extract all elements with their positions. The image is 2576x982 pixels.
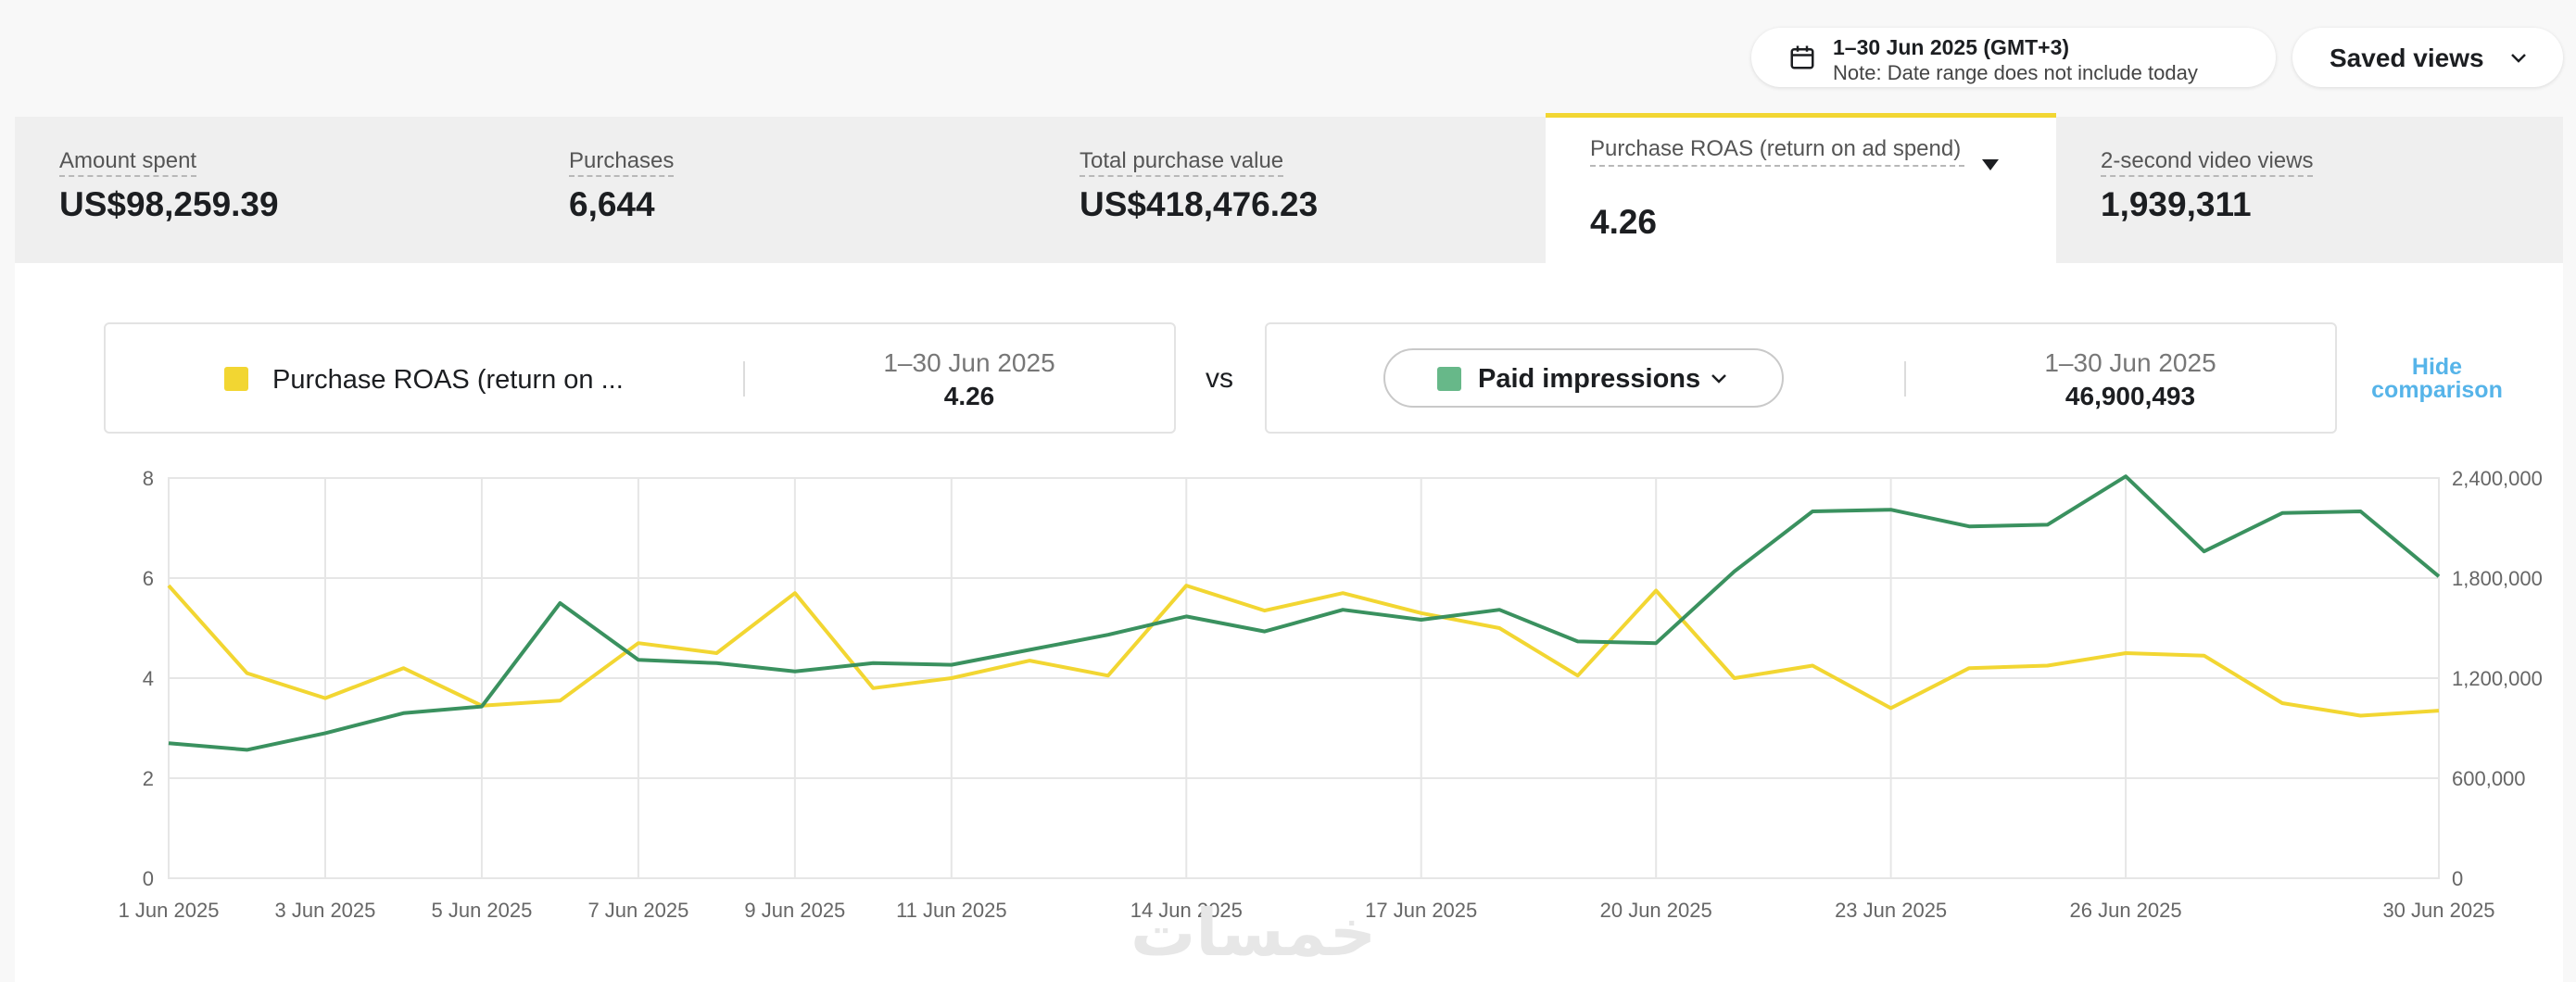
x-tick-label: 7 Jun 2025 bbox=[587, 899, 688, 922]
comparison-right-range: 1–30 Jun 2025 bbox=[2044, 348, 2216, 377]
comparison-metric-dropdown[interactable]: Paid impressions bbox=[1383, 348, 1784, 408]
metric-2-second-video-views[interactable]: 2-second video views 1,939,311 bbox=[2056, 117, 2563, 263]
saved-views-label: Saved views bbox=[2330, 44, 2484, 72]
metric-label: Amount spent bbox=[59, 148, 197, 177]
date-range-note: Note: Date range does not include today bbox=[1833, 61, 2198, 84]
series-swatch-impressions bbox=[1437, 367, 1461, 391]
y-left-tick-label: 2 bbox=[143, 767, 154, 790]
comparison-left-range: 1–30 Jun 2025 bbox=[883, 348, 1055, 377]
x-tick-label: 23 Jun 2025 bbox=[1835, 899, 1947, 922]
hide-comparison-line2: comparison bbox=[2371, 377, 2503, 403]
caret-down-icon[interactable] bbox=[1981, 158, 2000, 171]
metric-value: 6,644 bbox=[569, 185, 655, 223]
watermark: خمسات bbox=[1130, 897, 1377, 969]
metric-label: Total purchase value bbox=[1080, 148, 1284, 177]
chevron-down-icon bbox=[2511, 54, 2526, 63]
chevron-down-icon bbox=[1711, 374, 1726, 384]
y-left-tick-label: 6 bbox=[143, 567, 154, 590]
metric-label: Purchases bbox=[569, 148, 675, 177]
comparison-left-card: Purchase ROAS (return on ... 1–30 Jun 20… bbox=[104, 322, 1176, 434]
y-right-tick-label: 1,200,000 bbox=[2452, 667, 2543, 690]
y-left-tick-label: 0 bbox=[143, 867, 154, 890]
metric-value: US$98,259.39 bbox=[59, 185, 279, 223]
metric-label: Purchase ROAS (return on ad spend) bbox=[1590, 134, 1964, 167]
series-line-purchase-roas bbox=[167, 584, 2440, 718]
comparison-right-card: Paid impressions 1–30 Jun 2025 46,900,49… bbox=[1265, 322, 2337, 434]
comparison-right-metric-name: Paid impressions bbox=[1478, 364, 1701, 394]
x-tick-label: 20 Jun 2025 bbox=[1600, 899, 1712, 922]
comparison-left-metric-name: Purchase ROAS (return on ... bbox=[272, 365, 624, 395]
calendar-icon bbox=[1790, 45, 1814, 69]
metric-value: 1,939,311 bbox=[2101, 185, 2252, 223]
x-tick-label: 11 Jun 2025 bbox=[896, 899, 1006, 922]
x-tick-label: 30 Jun 2025 bbox=[2382, 899, 2494, 922]
y-left-tick-label: 4 bbox=[143, 667, 154, 690]
metric-label: 2-second video views bbox=[2101, 148, 2314, 177]
metric-amount-spent[interactable]: Amount spent US$98,259.39 bbox=[15, 117, 524, 263]
date-range-picker[interactable]: 1–30 Jun 2025 (GMT+3) Note: Date range d… bbox=[1751, 28, 2276, 87]
hide-comparison-line1: Hide bbox=[2411, 354, 2463, 380]
x-tick-label: 14 Jun 2025 bbox=[1130, 899, 1243, 922]
metric-purchases[interactable]: Purchases 6,644 bbox=[524, 117, 1035, 263]
x-tick-label: 17 Jun 2025 bbox=[1365, 899, 1477, 922]
x-tick-label: 1 Jun 2025 bbox=[119, 899, 220, 922]
date-range-text: 1–30 Jun 2025 (GMT+3) bbox=[1833, 35, 2070, 59]
x-tick-label: 26 Jun 2025 bbox=[2070, 899, 2182, 922]
divider bbox=[1904, 361, 1906, 397]
metric-total-purchase-value[interactable]: Total purchase value US$418,476.23 bbox=[1035, 117, 1546, 263]
series-swatch-roas bbox=[224, 367, 248, 391]
divider bbox=[743, 361, 745, 397]
y-right-tick-label: 2,400,000 bbox=[2452, 467, 2543, 490]
x-tick-label: 3 Jun 2025 bbox=[275, 899, 376, 922]
x-tick-label: 9 Jun 2025 bbox=[744, 899, 845, 922]
hide-comparison-link[interactable]: Hide comparison bbox=[2354, 356, 2520, 402]
y-right-tick-label: 1,800,000 bbox=[2452, 567, 2543, 590]
x-tick-label: 5 Jun 2025 bbox=[431, 899, 532, 922]
metrics-bar: Amount spent US$98,259.39 Purchases 6,64… bbox=[15, 113, 2563, 268]
comparison-right-value: 46,900,493 bbox=[2065, 382, 2196, 410]
metric-purchase-roas[interactable]: Purchase ROAS (return on ad spend) 4.26 bbox=[1546, 113, 2056, 268]
y-left-tick-label: 8 bbox=[143, 467, 154, 490]
metric-value: 4.26 bbox=[1590, 203, 1658, 241]
y-right-tick-label: 600,000 bbox=[2452, 767, 2526, 790]
series-line-paid-impressions bbox=[168, 474, 2441, 752]
y-right-tick-label: 0 bbox=[2452, 867, 2463, 890]
metric-value: US$418,476.23 bbox=[1080, 185, 1319, 223]
vs-label: vs bbox=[1206, 363, 1233, 394]
saved-views-button[interactable]: Saved views bbox=[2292, 28, 2563, 87]
comparison-left-value: 4.26 bbox=[943, 382, 995, 410]
